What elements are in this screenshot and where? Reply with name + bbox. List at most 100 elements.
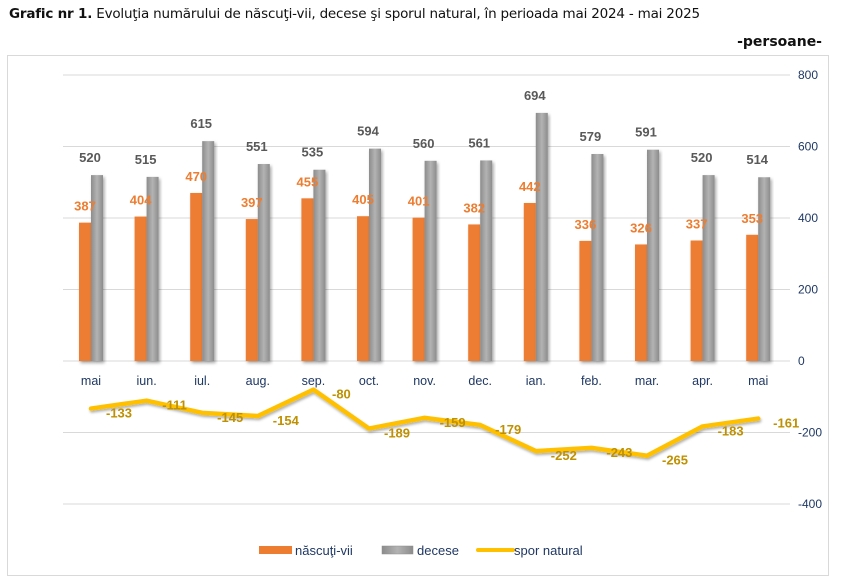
y-tick-label: -400 bbox=[798, 497, 822, 511]
legend-label-births: născuţi-vii bbox=[295, 543, 353, 558]
legend: născuţi-vii decese spor natural bbox=[259, 543, 583, 558]
x-tick-label: oct. bbox=[359, 374, 379, 388]
legend-swatch-deaths bbox=[381, 545, 414, 555]
bar-births bbox=[690, 240, 703, 361]
data-label-deaths: 694 bbox=[524, 88, 546, 103]
bar-deaths bbox=[591, 154, 604, 361]
category-labels: mai iun. iul. aug. sep. oct. nov. dec. ian. feb. m… bbox=[81, 374, 768, 388]
data-label-deaths: 591 bbox=[635, 125, 657, 140]
unit-label: -persoane- bbox=[737, 34, 822, 50]
y-tick-label: -200 bbox=[798, 426, 822, 440]
bar-births bbox=[579, 240, 592, 361]
data-label-natural-increase: -111 bbox=[162, 398, 187, 413]
data-label-births: 397 bbox=[241, 195, 263, 210]
bars bbox=[79, 112, 771, 362]
data-label-births: 442 bbox=[519, 179, 541, 194]
data-label-births: 401 bbox=[408, 194, 430, 209]
data-label-natural-increase: -183 bbox=[718, 423, 744, 438]
data-label-births: 455 bbox=[297, 174, 319, 189]
bar-births bbox=[134, 216, 147, 361]
data-label-deaths: 515 bbox=[135, 152, 157, 167]
x-tick-label: iul. bbox=[194, 374, 210, 388]
chart-title: Grafic nr 1. Evoluţia numărului de născu… bbox=[9, 6, 700, 22]
bar-deaths bbox=[313, 169, 326, 361]
x-tick-label: mai bbox=[81, 374, 101, 388]
x-tick-label: mar. bbox=[635, 374, 659, 388]
x-tick-label: nov. bbox=[413, 374, 436, 388]
bar-births bbox=[635, 244, 647, 361]
data-label-deaths: 551 bbox=[246, 139, 268, 154]
data-label-births: 353 bbox=[741, 211, 763, 226]
bar-births bbox=[746, 234, 759, 361]
bar-deaths bbox=[480, 160, 493, 361]
data-label-deaths: 579 bbox=[580, 129, 602, 144]
bar-births bbox=[412, 217, 425, 361]
data-label-deaths: 560 bbox=[413, 136, 435, 151]
x-tick-label: dec. bbox=[468, 374, 492, 388]
y-axis-ticks: 800 600 400 200 0 -200 -400 bbox=[798, 68, 822, 511]
x-tick-label: feb. bbox=[581, 374, 602, 388]
data-label-natural-increase: -189 bbox=[384, 426, 410, 441]
data-label-births: 387 bbox=[74, 199, 96, 214]
data-label-births: 336 bbox=[575, 217, 597, 232]
data-label-natural-increase: -252 bbox=[551, 448, 577, 463]
x-tick-label: aug. bbox=[246, 374, 270, 388]
data-label-natural-increase: -133 bbox=[106, 406, 132, 421]
data-label-natural-increase: -265 bbox=[662, 453, 688, 468]
data-label-births: 326 bbox=[630, 220, 652, 235]
data-labels: 387 520 404 515 470 615 397 551 455 535 405 594 401 5… bbox=[74, 88, 799, 468]
bar-births bbox=[190, 192, 203, 361]
data-label-natural-increase: -159 bbox=[440, 415, 466, 430]
chart-title-number: Grafic nr 1. bbox=[9, 6, 93, 22]
x-tick-label: apr. bbox=[692, 374, 713, 388]
data-label-natural-increase: -161 bbox=[773, 416, 799, 431]
chart-title-text: Evoluţia numărului de născuţi-vii, deces… bbox=[92, 6, 700, 22]
data-label-natural-increase: -145 bbox=[217, 410, 243, 425]
y-tick-label: 800 bbox=[798, 68, 818, 82]
bar-deaths bbox=[257, 164, 270, 361]
data-label-natural-increase: -179 bbox=[495, 422, 521, 437]
data-label-births: 470 bbox=[185, 169, 207, 184]
data-label-deaths: 615 bbox=[190, 116, 212, 131]
data-label-natural-increase: -80 bbox=[332, 387, 351, 402]
y-tick-label: 600 bbox=[798, 140, 818, 154]
data-label-deaths: 520 bbox=[79, 150, 101, 165]
bar-deaths bbox=[369, 148, 381, 361]
bar-deaths bbox=[758, 177, 771, 361]
bar-births bbox=[79, 222, 91, 361]
y-tick-label: 200 bbox=[798, 283, 818, 297]
bar-deaths bbox=[91, 175, 103, 361]
bar-births bbox=[523, 202, 536, 361]
legend-label-natural-increase: spor natural bbox=[514, 543, 583, 558]
bar-deaths bbox=[702, 175, 715, 361]
natural-increase-line bbox=[88, 387, 761, 458]
bar-deaths bbox=[202, 141, 215, 361]
bar-deaths bbox=[146, 176, 159, 361]
data-label-births: 404 bbox=[130, 193, 152, 208]
chart-frame bbox=[7, 55, 829, 576]
bar-births bbox=[301, 198, 314, 361]
data-label-deaths: 561 bbox=[468, 135, 490, 150]
bar-deaths bbox=[535, 112, 548, 362]
y-tick-label: 400 bbox=[798, 211, 818, 225]
bar-deaths bbox=[647, 149, 659, 361]
bar-births bbox=[468, 224, 481, 361]
data-label-natural-increase: -154 bbox=[273, 413, 300, 428]
data-label-deaths: 594 bbox=[357, 124, 379, 139]
data-label-deaths: 535 bbox=[302, 145, 324, 160]
x-tick-label: mai bbox=[748, 374, 768, 388]
data-label-births: 405 bbox=[352, 192, 374, 207]
data-label-deaths: 514 bbox=[746, 152, 768, 167]
x-tick-label: sep. bbox=[302, 374, 326, 388]
x-tick-label: ian. bbox=[526, 374, 546, 388]
data-label-births: 337 bbox=[686, 217, 708, 232]
legend-label-deaths: decese bbox=[417, 543, 459, 558]
bar-births bbox=[245, 219, 258, 361]
legend-swatch-births bbox=[259, 546, 292, 554]
line-natural-increase bbox=[88, 387, 761, 458]
x-tick-label: iun. bbox=[137, 374, 157, 388]
y-tick-label: 0 bbox=[798, 354, 805, 368]
data-label-deaths: 520 bbox=[691, 150, 713, 165]
data-label-births: 382 bbox=[463, 200, 485, 215]
